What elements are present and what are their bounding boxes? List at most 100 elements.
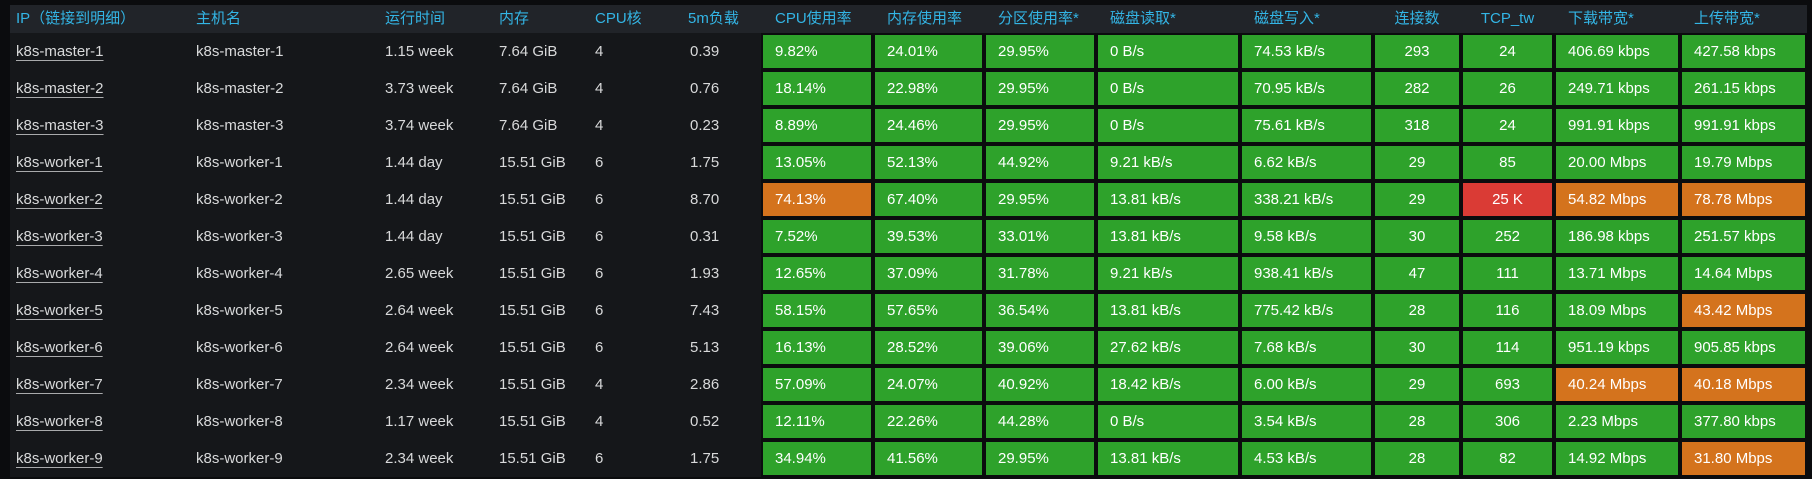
status-badge-down-bw: 951.19 kbps [1556,331,1678,364]
status-badge-down-bw: 13.71 Mbps [1556,257,1678,290]
cell-tcp-tw: 82 [1461,440,1554,477]
cell-part-usage: 36.54% [984,292,1096,329]
cell-cpu-cores: 6 [589,329,682,366]
cell-ip: k8s-worker-2 [10,181,190,218]
ip-detail-link[interactable]: k8s-master-3 [16,117,104,134]
status-badge-connections: 318 [1375,109,1459,142]
cell-part-usage: 44.28% [984,403,1096,440]
cell-disk-write: 74.53 kB/s [1240,33,1373,70]
cell-uptime: 2.64 week [379,292,493,329]
column-header-part-usage[interactable]: 分区使用率* [998,10,1079,27]
column-header-up-bw[interactable]: 上传带宽* [1694,10,1760,27]
status-badge-part-usage: 40.92% [986,368,1094,401]
column-header-connections[interactable]: 连接数 [1394,10,1440,27]
cell-cpu-usage: 12.65% [761,255,873,292]
cell-down-bw: 40.24 Mbps [1554,366,1680,403]
status-badge-mem-usage: 22.26% [875,405,982,438]
ip-detail-link[interactable]: k8s-worker-1 [16,154,103,171]
cell-load-5m: 5.13 [682,329,761,366]
ip-detail-link[interactable]: k8s-worker-2 [16,191,103,208]
status-badge-tcp-tw: 114 [1463,331,1552,364]
status-badge-cpu-usage: 7.52% [763,220,871,253]
status-badge-part-usage: 44.92% [986,146,1094,179]
column-header-tcp-tw[interactable]: TCP_tw [1480,10,1535,27]
status-badge-tcp-tw: 24 [1463,109,1552,142]
cell-hostname: k8s-worker-9 [190,440,379,477]
cell-uptime: 1.44 day [379,181,493,218]
status-badge-mem-usage: 41.56% [875,442,982,475]
cell-up-bw: 78.78 Mbps [1680,181,1807,218]
status-badge-disk-write: 338.21 kB/s [1242,183,1371,216]
cell-uptime: 1.17 week [379,403,493,440]
ip-detail-link[interactable]: k8s-worker-8 [16,413,103,430]
status-badge-disk-write: 70.95 kB/s [1242,72,1371,105]
status-badge-disk-write: 75.61 kB/s [1242,109,1371,142]
ip-detail-link[interactable]: k8s-worker-3 [16,228,103,245]
status-badge-tcp-tw: 82 [1463,442,1552,475]
cell-disk-write: 75.61 kB/s [1240,107,1373,144]
cell-mem-usage: 22.26% [873,403,984,440]
column-header-memory[interactable]: 内存 [499,10,530,27]
status-badge-up-bw: 43.42 Mbps [1682,294,1805,327]
cell-memory: 15.51 GiB [493,218,589,255]
status-badge-cpu-usage: 18.14% [763,72,871,105]
cell-up-bw: 19.79 Mbps [1680,144,1807,181]
cell-mem-usage: 24.01% [873,33,984,70]
status-badge-down-bw: 40.24 Mbps [1556,368,1678,401]
cell-memory: 15.51 GiB [493,440,589,477]
cell-memory: 7.64 GiB [493,70,589,107]
ip-detail-link[interactable]: k8s-worker-5 [16,302,103,319]
cell-cpu-cores: 6 [589,181,682,218]
status-badge-cpu-usage: 13.05% [763,146,871,179]
cell-mem-usage: 41.56% [873,440,984,477]
column-header-cpu-usage[interactable]: CPU使用率 [775,10,852,27]
cell-load-5m: 0.23 [682,107,761,144]
cell-memory: 15.51 GiB [493,255,589,292]
column-header-hostname[interactable]: 主机名 [196,10,242,27]
cell-part-usage: 31.78% [984,255,1096,292]
cell-ip: k8s-worker-7 [10,366,190,403]
status-badge-disk-read: 0 B/s [1098,109,1238,142]
cell-up-bw: 377.80 kbps [1680,403,1807,440]
cell-hostname: k8s-worker-6 [190,329,379,366]
status-badge-up-bw: 427.58 kbps [1682,35,1805,68]
status-badge-down-bw: 20.00 Mbps [1556,146,1678,179]
ip-detail-link[interactable]: k8s-worker-6 [16,339,103,356]
status-badge-part-usage: 33.01% [986,220,1094,253]
column-header-uptime[interactable]: 运行时间 [385,10,446,27]
status-badge-part-usage: 29.95% [986,183,1094,216]
status-badge-connections: 30 [1375,331,1459,364]
cell-connections: 282 [1373,70,1461,107]
ip-detail-link[interactable]: k8s-master-1 [16,43,104,60]
status-badge-disk-read: 13.81 kB/s [1098,183,1238,216]
column-header-ip[interactable]: IP（链接到明细） [16,10,136,27]
column-header-down-bw[interactable]: 下载带宽* [1568,10,1634,27]
cell-mem-usage: 22.98% [873,70,984,107]
cell-part-usage: 39.06% [984,329,1096,366]
cell-load-5m: 2.86 [682,366,761,403]
cell-load-5m: 0.31 [682,218,761,255]
ip-detail-link[interactable]: k8s-worker-7 [16,376,103,393]
cell-cpu-cores: 4 [589,107,682,144]
cell-ip: k8s-worker-3 [10,218,190,255]
cell-tcp-tw: 24 [1461,33,1554,70]
cell-cpu-cores: 4 [589,403,682,440]
status-badge-mem-usage: 39.53% [875,220,982,253]
column-header-mem-usage[interactable]: 内存使用率 [887,10,963,27]
cell-hostname: k8s-master-2 [190,70,379,107]
column-header-disk-read[interactable]: 磁盘读取* [1110,10,1176,27]
cell-mem-usage: 67.40% [873,181,984,218]
column-header-disk-write[interactable]: 磁盘写入* [1254,10,1320,27]
cell-cpu-usage: 18.14% [761,70,873,107]
column-header-load-5m[interactable]: 5m负载 [688,10,739,27]
ip-detail-link[interactable]: k8s-master-2 [16,80,104,97]
status-badge-connections: 30 [1375,220,1459,253]
status-badge-disk-write: 7.68 kB/s [1242,331,1371,364]
cell-cpu-cores: 6 [589,292,682,329]
ip-detail-link[interactable]: k8s-worker-9 [16,450,103,467]
ip-detail-link[interactable]: k8s-worker-4 [16,265,103,282]
cell-connections: 293 [1373,33,1461,70]
column-header-cpu-cores[interactable]: CPU核 [595,10,642,27]
cell-connections: 30 [1373,218,1461,255]
cell-cpu-usage: 9.82% [761,33,873,70]
